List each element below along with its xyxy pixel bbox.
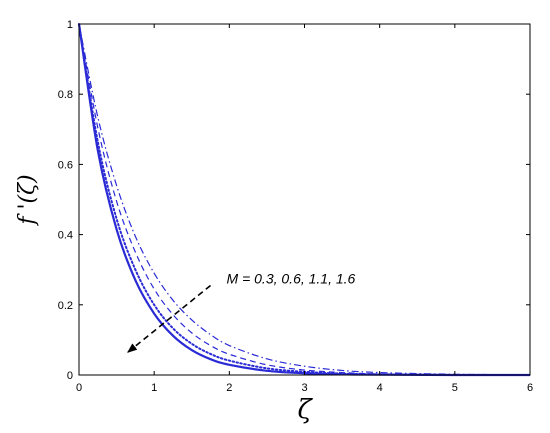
y-tick-label: 0.8	[58, 89, 73, 101]
y-tick-label: 0	[67, 370, 73, 382]
series-line-3-dashed	[78, 23, 531, 376]
axis-ticks: 0 1 2 3 4 5 6 0 0.2 0.4 0.6 0.8 1	[58, 19, 533, 394]
x-tick-label: 2	[226, 382, 232, 394]
annotation-label: M = 0.3, 0.6, 1.1, 1.6	[227, 270, 356, 286]
x-axis-label: ζ	[297, 395, 313, 425]
x-tick-label: 0	[76, 382, 82, 394]
annotation-arrow	[127, 284, 212, 353]
y-axis-label: f '(ζ)	[15, 174, 40, 226]
y-tick-label: 1	[67, 19, 73, 31]
y-tick-label: 0.2	[58, 300, 73, 312]
x-tick-label: 5	[452, 382, 458, 394]
series-line-4-dashdot	[78, 23, 531, 376]
y-tick-label: 0.6	[58, 159, 73, 171]
x-tick-label: 4	[377, 382, 383, 394]
x-tick-label: 1	[151, 382, 157, 394]
x-tick-label: 6	[527, 382, 533, 394]
x-tick-label: 3	[301, 382, 307, 394]
y-tick-label: 0.4	[58, 230, 73, 242]
